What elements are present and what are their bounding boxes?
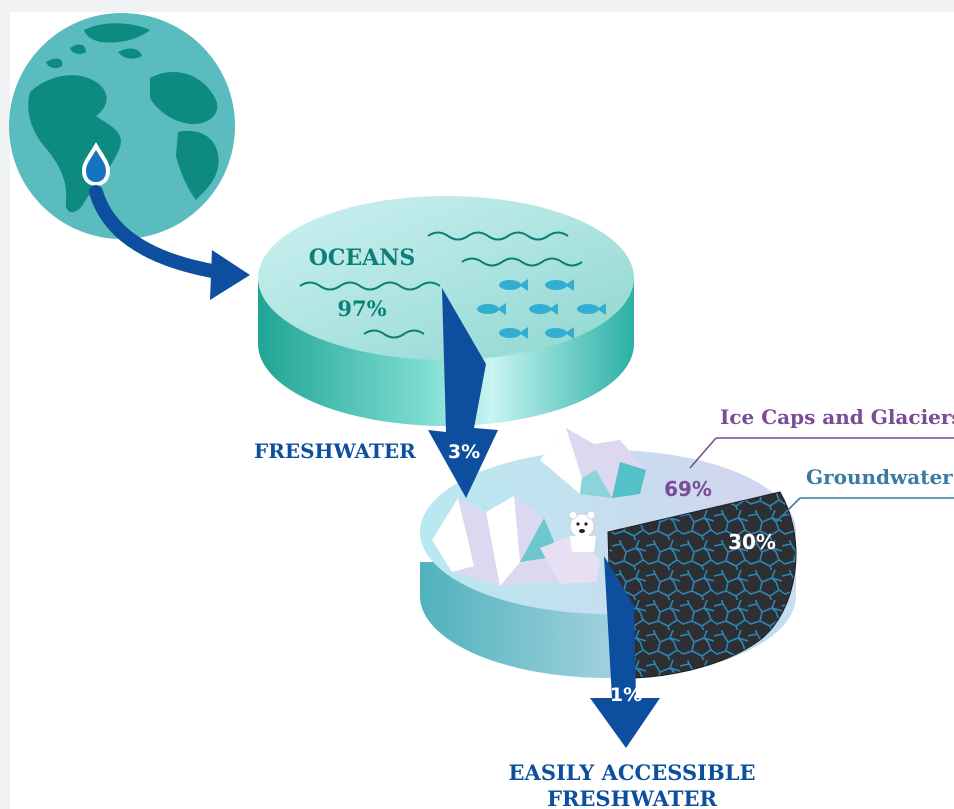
freshwater-label: FRESHWATER bbox=[254, 439, 416, 463]
arrow-to-accessible bbox=[590, 556, 660, 748]
groundwater-label: Groundwater bbox=[806, 465, 953, 489]
ice-caps-label: Ice Caps and Glaciers bbox=[720, 405, 954, 429]
arrow-to-oceans bbox=[89, 185, 250, 300]
oceans-percent: 97% bbox=[337, 296, 386, 321]
accessible-percent: 1% bbox=[610, 684, 642, 706]
ice-caps-percent: 69% bbox=[664, 477, 712, 501]
accessible-title-line1: EASILY ACCESSIBLE bbox=[509, 760, 756, 785]
freshwater-percent: 3% bbox=[448, 441, 480, 463]
arrow-to-freshwater bbox=[428, 288, 498, 498]
water-drop-icon bbox=[82, 142, 110, 186]
oceans-title: OCEANS bbox=[309, 245, 416, 271]
globe-icon bbox=[9, 13, 235, 239]
ground-leader-line bbox=[775, 497, 801, 523]
accessible-title-line2: FRESHWATER bbox=[547, 786, 717, 809]
polar-bear-icon bbox=[568, 510, 596, 552]
ice-leader-line bbox=[689, 437, 717, 469]
fish-icon bbox=[477, 279, 606, 339]
iceberg-icon bbox=[432, 428, 646, 586]
groundwater-percent: 30% bbox=[728, 530, 776, 554]
